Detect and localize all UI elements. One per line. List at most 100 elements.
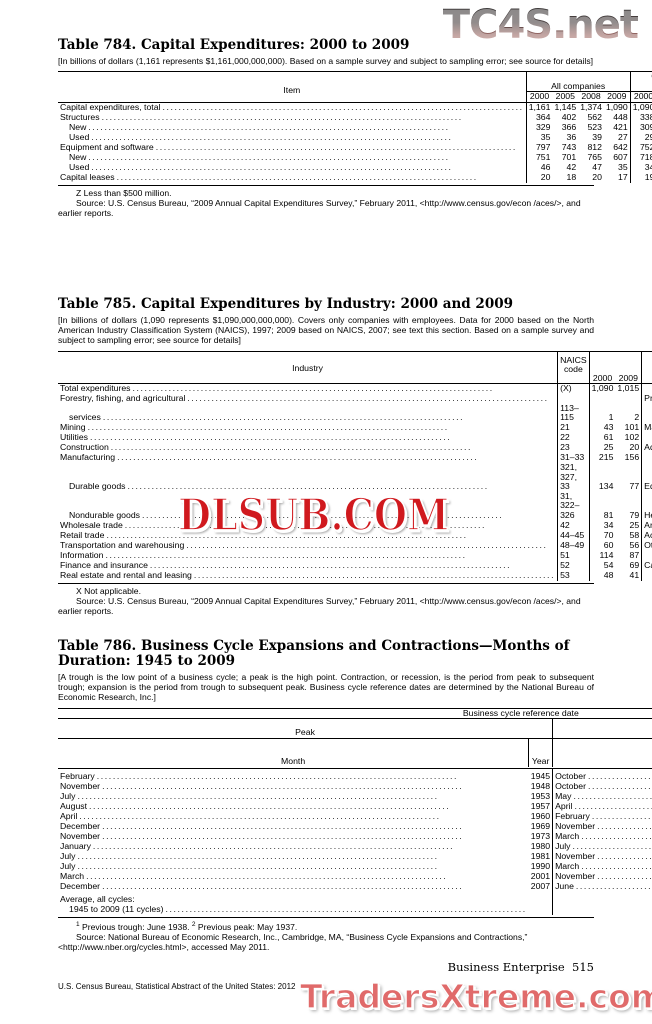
cell-value: 58 [629,529,640,540]
cell-value: 2001 [530,870,551,881]
row-label: July....................................… [60,851,439,861]
cell-value: 20 [592,171,602,182]
cell-value: 366 [561,121,577,132]
row-label: Nondurable goods........................… [69,510,504,520]
row-label: services................................… [69,413,465,423]
cell-value: 22 [557,433,590,443]
row-label: June....................................… [552,881,652,892]
row-label: Information.............................… [60,550,467,560]
row-label: November................................… [60,781,464,791]
cell-value: 23 [557,443,590,453]
row-label: Capital expenditures....................… [641,560,652,571]
table-row: April...................................… [58,810,652,822]
cell-value: 1948 [530,780,551,791]
table-row: August..................................… [58,800,652,812]
table-row: Wholesale trade.........................… [58,520,652,531]
cell-value: 1960 [530,810,551,821]
row-label: March...................................… [552,831,652,842]
table-row: July....................................… [58,791,652,802]
row-label: Arts, entertainment, and recreation.....… [641,520,652,531]
row-label: February................................… [552,811,652,822]
cell-value: 1973 [530,830,551,841]
table-row: Used....................................… [58,161,652,173]
row-label: May.....................................… [552,791,652,802]
row-label: July....................................… [60,791,439,801]
table-786-footnote-line: 1 Previous trough: June 1938. 2 Previous… [76,920,298,932]
row-label: 1945 to 2009 (11 cycles)................… [69,905,527,915]
table-786-peak-header: Peak [58,718,553,739]
row-label: Health care and social assistance.......… [641,491,652,521]
row-label: January.................................… [60,841,455,851]
table-row: Manufacturing...........................… [58,453,652,463]
row-label: April...................................… [60,811,441,821]
table-784-year-header: 2005 [555,91,575,102]
cell-value: 46 [525,162,553,173]
cell-value: 321, 327, 33 [557,462,590,492]
cell-value: 42 [566,161,577,172]
average-label: Average, all cycles: [60,894,135,905]
row-label: Durable goods...........................… [69,482,489,492]
row-label: October.................................… [552,768,652,782]
cell-value [615,394,641,404]
table-786-block: Table 786. Business Cycle Expansions and… [58,638,652,953]
section-name: Business Enterprise [447,960,565,974]
cell-value: 1,374 [580,101,602,112]
table-row: January.................................… [58,840,652,852]
row-label: administration).........................… [641,550,652,561]
cell-value: 1980 [530,840,551,851]
cell-value: 102 [624,432,640,443]
cell-value: 48–49 [557,540,590,551]
cell-value: 421 [613,121,628,132]
row-label: Used....................................… [69,162,453,172]
cell-value: 41 [629,569,640,580]
cell-value: 607 [613,151,628,162]
table-785-footnote-x: X Not applicable. Source: U.S. Census Bu… [58,585,581,617]
table-786-month-header: Month [281,756,306,767]
page-number: 515 [572,960,594,974]
row-label: services................................… [641,403,652,423]
row-label: Transportation and warehousing..........… [60,540,548,550]
row-label [641,383,652,394]
table-row: Utilities...............................… [58,433,652,443]
table-row: Finance and insurance...................… [58,560,652,571]
cell-value: 156 [624,452,640,463]
row-label: February................................… [60,771,458,781]
table-784-block: Table 784. Capital Expenditures: 2000 to… [58,38,652,219]
table-row: 1945 to 2009 (11 cycles)................… [58,904,652,915]
table-row: Durable goods...........................… [58,462,652,492]
cell-value: 309 [629,122,652,133]
cell-value: 52 [557,560,590,571]
cell-value [529,891,553,905]
table-784-year-header: 2008 [581,91,601,102]
table-785-industry-header: Industry [641,351,652,374]
table-785-body: Total expenditures......................… [58,383,652,581]
table-784-footnote-z: Z Less than $500 million. Source: U.S. C… [58,187,581,219]
table-row: March...................................… [58,870,652,882]
row-label: March...................................… [552,861,652,872]
table-row: Average, all cycles: [58,891,652,905]
cell-value: 1957 [530,800,551,811]
row-label: November................................… [552,871,652,882]
cell-value: 31, 322–326 [557,491,590,521]
cell-value: 134 [588,462,616,492]
table-785-industry-header: Industry [292,363,323,374]
table-row: New.....................................… [58,121,652,133]
row-label: March...................................… [60,871,448,881]
row-label: Real estate and rental and leasing......… [60,570,556,580]
table-786-title: Table 786. Business Cycle Expansions and… [58,638,570,669]
row-label: July....................................… [60,861,439,871]
table-786: Business cycle reference date Expansion … [58,708,652,915]
cell-value: 765 [587,151,602,162]
table-786-footnotes: 1 Previous trough: June 1938. 2 Previous… [58,920,594,953]
row-label: November................................… [552,851,652,862]
table-784: Item All companies Companies with employ… [58,71,652,183]
table-row: Total expenditures......................… [58,383,652,394]
cell-value: 1945 [530,770,551,781]
cell-value: 1969 [530,820,551,831]
row-label: Equipment and software..................… [60,142,517,152]
table-784-stub-header: Item [283,85,301,96]
table-786-refdate-header: Business cycle reference date [58,708,652,720]
table-784-headnote: [In billions of dollars (1,161 represent… [58,56,594,66]
cell-value: 48 [588,570,616,581]
table-row: Information.............................… [58,550,652,561]
